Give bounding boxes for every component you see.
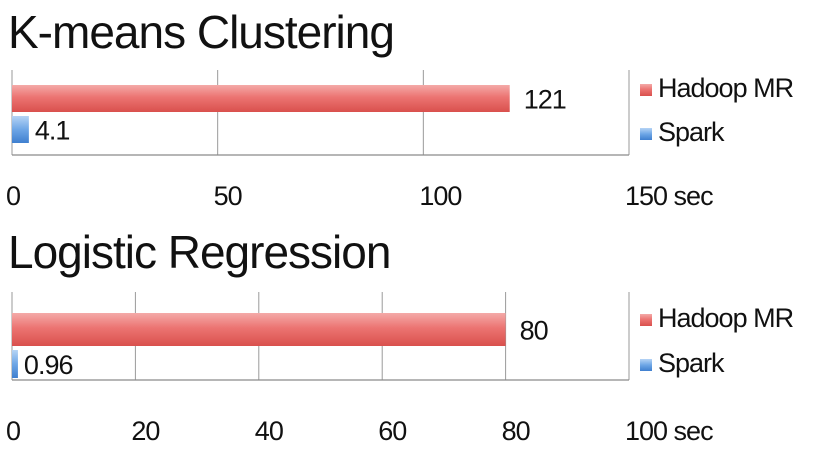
data-label: 121 [524, 85, 566, 115]
data-label: 80 [520, 316, 548, 346]
legend-swatch-spark [640, 128, 652, 140]
x-tick-label: 100 sec [625, 416, 713, 446]
bar-hadoop [12, 313, 506, 346]
x-tick-label: 50 [214, 181, 242, 211]
x-tick-label: 20 [131, 416, 159, 446]
bar-spark [12, 350, 18, 378]
bar-spark [12, 116, 29, 143]
legend-swatch-hadoop [640, 314, 652, 326]
legend-label: Hadoop MR [658, 73, 794, 103]
legend-label: Spark [658, 348, 725, 378]
data-label: 4.1 [35, 116, 70, 146]
chart-title: K-means Clustering [8, 6, 394, 58]
legend-swatch-hadoop [640, 84, 652, 96]
chart-title: Logistic Regression [8, 226, 390, 278]
legend-swatch-spark [640, 359, 652, 371]
chart-panel-2: Logistic Regression 0 20 40 60 80 100 sec 80 0.9… [6, 226, 795, 446]
legend-label: Spark [658, 117, 725, 147]
x-tick-label: 40 [255, 416, 283, 446]
chart-panel-1: K-means Clustering 0 50 100 150 sec 121 4.1 Had… [6, 6, 795, 211]
x-tick-label: 0 [6, 416, 20, 446]
bar-hadoop [12, 85, 510, 112]
legend-label: Hadoop MR [658, 303, 794, 333]
data-label: 0.96 [24, 350, 73, 380]
x-tick-label: 0 [6, 181, 20, 211]
x-tick-label: 60 [378, 416, 406, 446]
x-tick-label: 80 [502, 416, 530, 446]
x-tick-label: 150 sec [625, 181, 713, 211]
x-tick-label: 100 [419, 181, 461, 211]
